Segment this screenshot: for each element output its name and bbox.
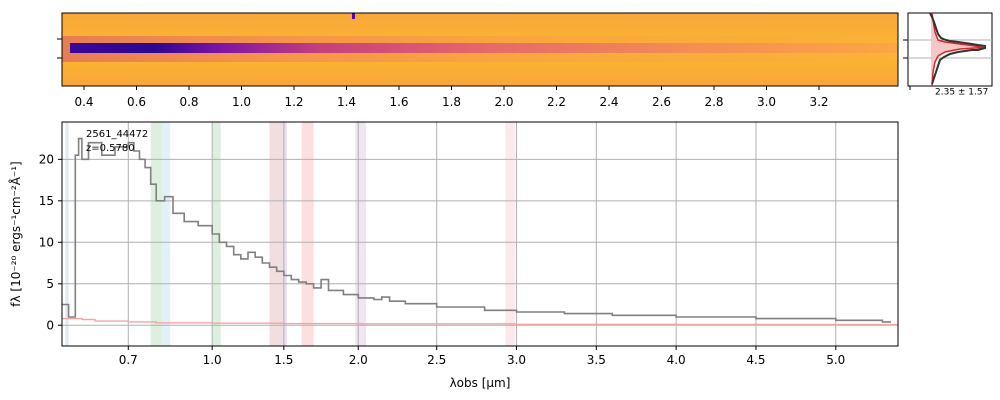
x-tick-label: 1.0 [203,353,222,367]
heatmap-xtick-label: 1.4 [337,95,356,109]
y-tick-label: 5 [46,277,54,291]
1d-spectrum-panel: 0.7 1.0 1.5 2.0 2.5 3.0 3.5 4.0 4.5 5.0 05101520 … [8,121,899,390]
profile-label: 2.35 ± 1.57 [935,88,988,98]
heatmap-xtick-label: 1.8 [442,95,461,109]
wavelength-band [65,122,69,346]
y-axis-label: fλ [10⁻²⁰ ergs⁻¹cm⁻²Å⁻¹] [8,161,23,306]
x-tick-label: 3.0 [507,353,526,367]
x-tick-label: 2.0 [349,353,368,367]
x-tick-label: 3.5 [587,353,606,367]
wavelength-band [161,122,171,346]
heatmap-hot-pixel [352,13,355,19]
heatmap-frame [61,12,899,87]
heatmap-xtick-label: 3.0 [757,95,776,109]
heatmap-xtick-label: 2.2 [547,95,566,109]
heatmap-trace [70,43,898,53]
spectrum-grid [62,122,898,346]
profile-model-fill [932,13,985,86]
wavelength-band [301,122,314,346]
heatmap-xtick-label: 2.8 [704,95,723,109]
x-tick-label: 2.5 [427,353,446,367]
wavelength-band [269,122,281,346]
heatmap-xtick-label: 1.2 [284,95,303,109]
wavelength-band [150,122,162,346]
heatmap-xtick-label: 3.2 [809,95,828,109]
x-axis-label: λobs [μm] [450,376,511,390]
heatmap-x-axis: 0.4 0.6 0.8 1.0 1.2 1.4 1.6 1.8 2.0 2.2 2.4 2.6 2.8 3… [74,86,829,109]
error-spectrum-line [62,317,898,326]
x-tick-label: 5.0 [826,353,845,367]
y-tick-label: 15 [39,194,54,208]
redshift-label: z=0.5780 [86,143,135,154]
heatmap-xtick-label: 0.4 [74,95,93,109]
heatmap-xtick-label: 0.6 [127,95,146,109]
x-tick-label: 4.0 [667,353,686,367]
heatmap-xtick-label: 0.8 [179,95,198,109]
spectrum-x-axis: 0.7 1.0 1.5 2.0 2.5 3.0 3.5 4.0 4.5 5.0 [119,346,845,367]
spectrum-frame [61,121,899,347]
x-tick-label: 4.5 [746,353,765,367]
flux-spectrum-line [62,137,891,323]
spatial-profile-panel: 2.35 ± 1.57 [903,12,993,98]
spectrum-plot-area [62,122,898,346]
profile-data-line [929,12,986,85]
wavelength-band [505,122,515,346]
spectrum-y-axis: 0 5 10 15 20 [39,152,62,332]
y-tick-label: 0 [46,318,54,332]
y-tick-label: 20 [39,152,54,166]
heatmap-xtick-label: 1.0 [232,95,251,109]
2d-spectrum-panel: 0.4 0.6 0.8 1.0 1.2 1.4 1.6 1.8 2.0 2.2 2.4 2.6 2.8 3… [57,12,899,109]
heatmap-xtick-label: 2.0 [494,95,513,109]
heatmap-xtick-label: 2.4 [599,95,618,109]
x-tick-label: 1.5 [274,353,293,367]
y-tick-label: 10 [39,235,54,249]
heatmap-xtick-label: 1.6 [389,95,408,109]
object-id-label: 2561_44472 [86,129,148,140]
x-tick-label: 0.7 [119,353,138,367]
heatmap-xtick-label: 2.6 [652,95,671,109]
wavelength-band [355,122,367,346]
profile-frame [907,12,993,87]
